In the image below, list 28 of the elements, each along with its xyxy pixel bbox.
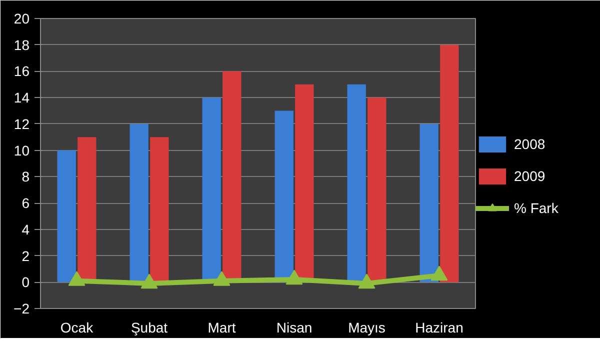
x-tick-label: Haziran — [415, 320, 464, 336]
x-tick-label: Nisan — [276, 320, 312, 336]
y-tick-label: 0 — [22, 274, 30, 290]
bar — [420, 124, 438, 282]
y-tick-label: 12 — [14, 116, 30, 132]
y-tick-label: 18 — [14, 36, 30, 53]
y-tick-label: 14 — [14, 90, 30, 106]
y-tick-label: 8 — [22, 168, 30, 185]
y-tick-label: 2 — [22, 248, 30, 264]
x-tick-label: Mayıs — [348, 320, 386, 336]
legend-label: 2009 — [514, 168, 546, 184]
bar — [440, 44, 459, 282]
x-tick-label: Ocak — [60, 320, 94, 336]
legend-label: 2008 — [514, 136, 546, 152]
y-tick-label: 4 — [22, 221, 30, 238]
bar — [150, 137, 169, 282]
legend-label: % Fark — [514, 200, 558, 216]
y-tick-label: −2 — [14, 300, 30, 316]
y-tick-label: 20 — [14, 10, 30, 26]
x-tick-label: Şubat — [130, 320, 168, 336]
bar — [130, 124, 148, 282]
y-tick-label: 6 — [22, 195, 30, 212]
bar — [57, 150, 76, 282]
x-tick-label: Mart — [208, 320, 236, 336]
y-tick-label: 16 — [14, 63, 30, 80]
bar — [347, 84, 366, 282]
bar — [368, 98, 386, 282]
y-tick-label: 10 — [14, 142, 30, 158]
